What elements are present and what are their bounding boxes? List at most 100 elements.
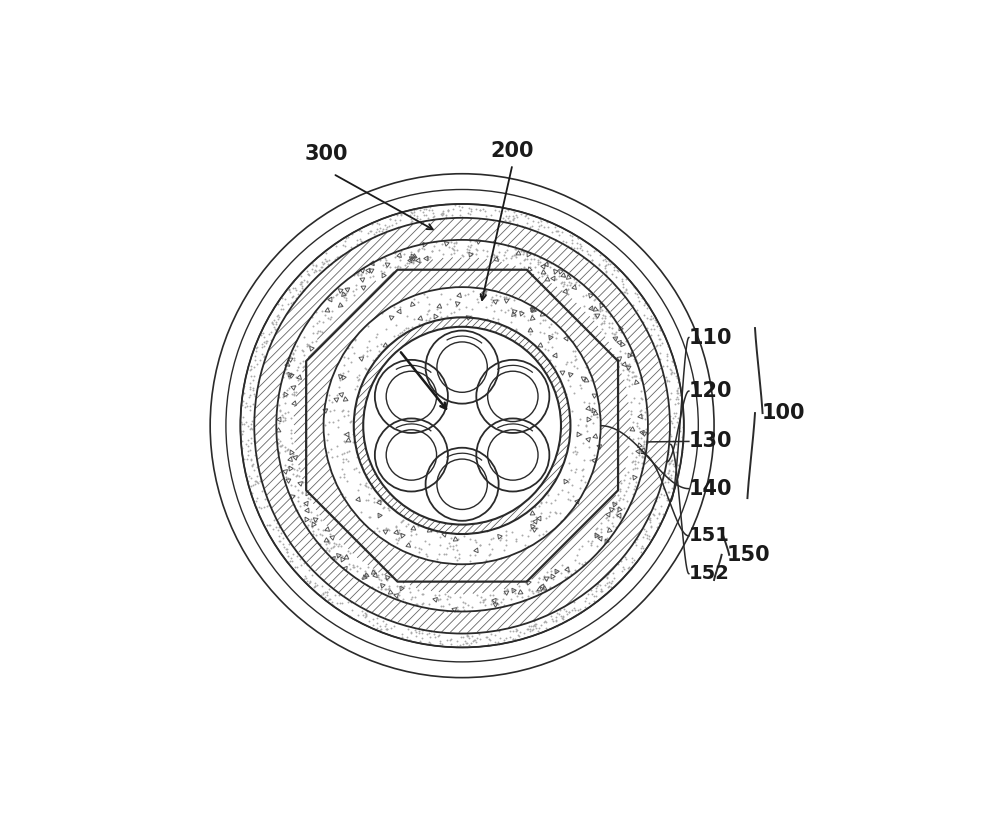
Point	[630, 432, 646, 445]
Point	[360, 493, 376, 506]
Point	[620, 362, 636, 375]
Point	[278, 362, 294, 375]
Point	[602, 310, 618, 323]
Point	[371, 344, 387, 357]
Point	[476, 594, 492, 607]
Point	[669, 383, 685, 396]
Point	[587, 309, 603, 322]
Point	[350, 266, 366, 279]
Point	[506, 205, 522, 218]
Point	[624, 371, 640, 384]
Point	[659, 375, 675, 388]
Point	[661, 457, 677, 470]
Point	[643, 312, 659, 326]
Point	[452, 639, 468, 652]
Point	[396, 580, 412, 593]
Point	[530, 266, 546, 279]
Point	[345, 285, 361, 298]
Point	[625, 416, 641, 429]
Point	[329, 450, 345, 463]
Point	[268, 324, 284, 337]
Point	[308, 265, 324, 278]
Point	[304, 568, 320, 581]
Point	[415, 596, 431, 609]
Point	[599, 570, 615, 583]
Point	[490, 238, 506, 251]
Point	[671, 372, 687, 385]
Point	[286, 387, 302, 400]
Point	[598, 533, 614, 546]
Point	[588, 585, 604, 598]
Point	[615, 492, 631, 505]
Point	[548, 225, 564, 238]
Point	[388, 216, 404, 229]
Point	[234, 417, 250, 430]
Point	[617, 285, 633, 299]
Point	[379, 622, 395, 636]
Point	[461, 631, 477, 645]
Point	[559, 607, 575, 620]
Point	[660, 467, 676, 480]
Point	[245, 398, 261, 411]
Point	[633, 541, 649, 554]
Point	[500, 211, 516, 224]
Point	[302, 515, 318, 528]
Point	[629, 303, 645, 317]
Point	[416, 203, 432, 216]
Point	[346, 346, 362, 359]
Point	[408, 528, 424, 541]
Point	[496, 587, 512, 600]
Point	[468, 247, 484, 260]
Point	[616, 501, 632, 515]
Point	[390, 221, 406, 234]
Point	[350, 268, 366, 281]
Point	[646, 528, 662, 542]
Point	[430, 594, 446, 607]
Point	[242, 389, 258, 402]
Point	[472, 632, 488, 645]
Point	[572, 242, 588, 255]
Point	[439, 298, 455, 311]
Point	[547, 493, 563, 506]
Point	[485, 589, 501, 602]
Point	[463, 202, 479, 215]
Point	[341, 243, 357, 256]
Point	[592, 578, 608, 591]
Point	[493, 303, 509, 317]
Point	[269, 309, 285, 322]
Point	[532, 251, 548, 264]
Point	[287, 281, 303, 294]
Point	[665, 411, 681, 425]
Point	[560, 374, 576, 387]
Point	[627, 369, 643, 382]
Point	[246, 434, 262, 447]
Point	[557, 510, 573, 524]
Point	[478, 209, 494, 222]
Point	[616, 488, 632, 501]
Point	[536, 267, 552, 281]
Point	[672, 425, 688, 438]
Point	[414, 587, 430, 600]
Point	[357, 478, 373, 491]
Point	[489, 593, 505, 606]
Point	[540, 488, 556, 501]
Point	[669, 371, 685, 384]
Point	[626, 483, 642, 496]
Point	[242, 423, 258, 436]
Point	[265, 317, 281, 330]
Point	[502, 631, 518, 644]
Point	[516, 254, 532, 267]
Point	[281, 371, 297, 384]
Point	[462, 240, 478, 254]
Point	[382, 212, 398, 225]
Point	[361, 487, 377, 500]
Point	[335, 289, 351, 302]
Point	[485, 213, 501, 227]
Point	[663, 367, 679, 380]
Point	[286, 462, 302, 475]
Point	[560, 476, 576, 489]
Point	[322, 527, 338, 540]
Point	[256, 330, 272, 343]
Point	[614, 285, 630, 299]
Point	[283, 426, 299, 439]
